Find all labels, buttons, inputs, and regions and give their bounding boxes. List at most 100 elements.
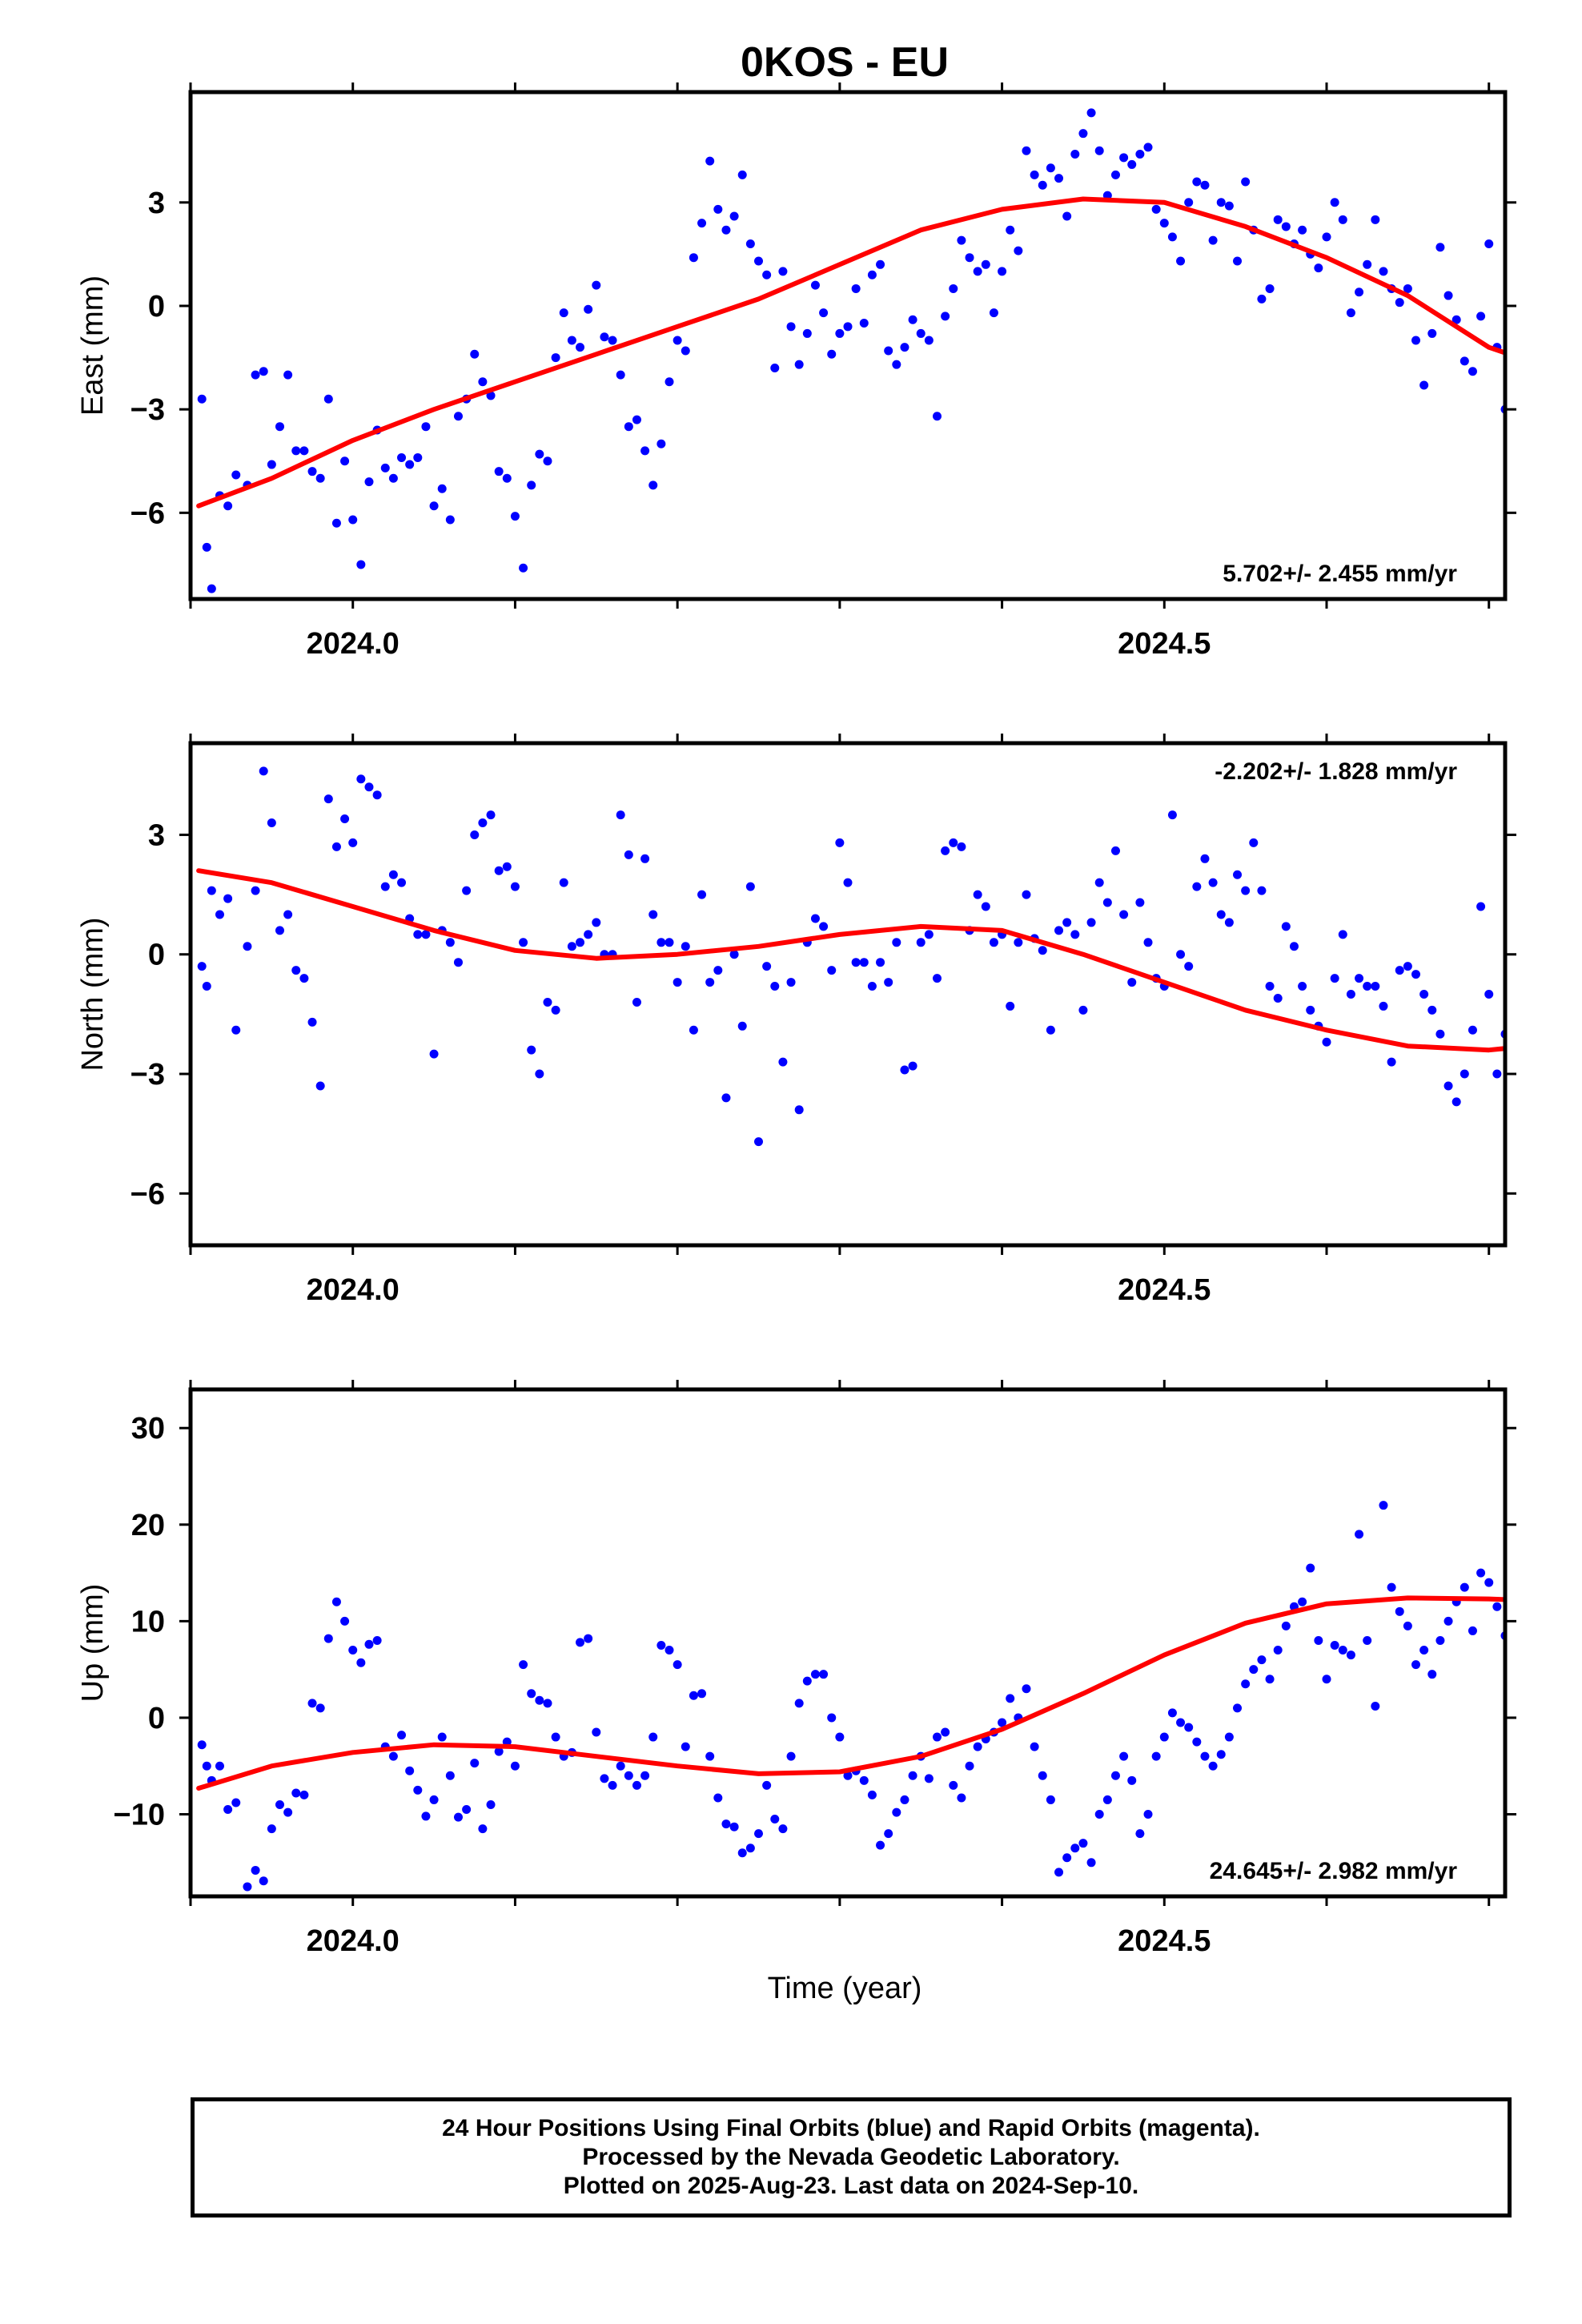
data-point-east: [835, 328, 845, 338]
data-point-north: [267, 818, 276, 828]
data-point-up: [1460, 1582, 1469, 1592]
data-point-east: [1046, 163, 1055, 173]
data-point-up: [835, 1732, 845, 1742]
data-point-east: [592, 280, 601, 290]
data-point-up: [429, 1795, 439, 1804]
y-tick-label-north: −3: [130, 1058, 165, 1092]
data-point-east: [413, 452, 423, 462]
y-tick-label-up: 20: [131, 1509, 165, 1542]
data-point-up: [1102, 1795, 1112, 1804]
data-point-north: [835, 838, 845, 847]
data-point-north: [291, 966, 301, 975]
data-point-up: [884, 1829, 893, 1839]
data-point-up: [291, 1788, 301, 1798]
data-point-north: [1338, 930, 1347, 939]
data-point-east: [754, 256, 764, 266]
data-point-up: [867, 1790, 877, 1799]
data-point-north: [1086, 918, 1096, 927]
data-point-up: [231, 1798, 241, 1807]
data-point-north: [949, 838, 958, 847]
data-point-up: [1371, 1701, 1380, 1711]
data-point-east: [1509, 377, 1518, 386]
data-point-up: [397, 1731, 407, 1740]
data-point-east: [1330, 198, 1339, 207]
data-point-north: [494, 866, 504, 875]
data-point-north: [453, 958, 463, 967]
data-point-north: [656, 938, 666, 947]
data-point-north: [1557, 1066, 1566, 1075]
data-point-north: [1022, 890, 1031, 899]
data-point-up: [1249, 1665, 1259, 1675]
data-point-north: [551, 1005, 560, 1015]
data-point-east: [1557, 374, 1566, 383]
data-point-east: [478, 377, 488, 387]
data-point-east: [1273, 215, 1283, 224]
data-point-north: [299, 974, 309, 983]
data-point-up: [1127, 1775, 1137, 1785]
data-point-east: [916, 328, 926, 338]
data-point-north: [543, 997, 552, 1007]
data-point-up: [1355, 1530, 1364, 1539]
data-point-north: [673, 978, 682, 987]
data-point-east: [1119, 153, 1129, 163]
data-point-east: [900, 343, 909, 352]
data-point-up: [364, 1639, 374, 1649]
data-point-east: [1346, 308, 1355, 318]
data-point-east: [1371, 215, 1380, 224]
data-point-east: [1070, 150, 1080, 159]
data-point-up: [445, 1771, 455, 1780]
data-point-north: [1184, 962, 1194, 971]
data-point-east: [729, 211, 739, 221]
data-point-up: [608, 1780, 617, 1790]
data-point-up: [1086, 1858, 1096, 1868]
data-point-east: [616, 370, 625, 380]
data-point-east: [681, 346, 690, 356]
data-point-north: [1192, 882, 1202, 891]
data-point-east: [721, 225, 731, 235]
x-tick-label-east: 2024.5: [1118, 627, 1211, 661]
data-point-east: [827, 349, 837, 359]
data-point-east: [1281, 222, 1291, 231]
data-point-east: [494, 467, 504, 476]
data-point-east: [1014, 246, 1023, 255]
data-point-east: [648, 480, 658, 490]
data-point-north: [794, 1105, 804, 1115]
data-point-up: [510, 1761, 520, 1771]
data-point-east: [267, 460, 276, 469]
data-point-north: [1062, 918, 1072, 927]
data-point-north: [519, 938, 528, 947]
data-point-up: [1241, 1679, 1251, 1689]
data-point-up: [802, 1676, 812, 1686]
data-point-up: [1379, 1501, 1388, 1510]
data-point-north: [1257, 886, 1267, 895]
data-point-east: [1435, 243, 1445, 252]
data-point-north: [462, 886, 472, 895]
data-point-up: [1265, 1675, 1275, 1684]
y-axis-label-north: North (mm): [76, 917, 110, 1071]
data-point-east: [1062, 211, 1072, 221]
data-point-up: [1363, 1635, 1372, 1645]
data-point-north: [275, 926, 284, 935]
data-point-up: [576, 1638, 585, 1647]
data-point-east: [1395, 298, 1404, 308]
data-point-north: [1452, 1097, 1461, 1107]
data-point-up: [462, 1804, 472, 1814]
data-point-north: [1127, 978, 1137, 987]
data-point-up: [729, 1822, 739, 1831]
data-point-up: [1208, 1761, 1218, 1771]
y-tick-label-up: 10: [131, 1605, 165, 1638]
data-point-north: [1379, 1001, 1388, 1011]
data-point-up: [1403, 1621, 1412, 1630]
data-point-east: [1038, 180, 1047, 190]
data-point-east: [251, 370, 260, 380]
data-point-north: [705, 978, 715, 987]
data-point-north: [1355, 974, 1364, 983]
data-point-east: [745, 239, 755, 248]
footer-line-1: 24 Hour Positions Using Final Orbits (bl…: [442, 2115, 1260, 2141]
data-point-north: [1289, 942, 1299, 951]
data-point-north: [624, 850, 633, 859]
data-point-north: [559, 878, 568, 887]
data-point-up: [745, 1844, 755, 1853]
data-point-north: [745, 882, 755, 891]
data-point-up: [388, 1751, 398, 1761]
